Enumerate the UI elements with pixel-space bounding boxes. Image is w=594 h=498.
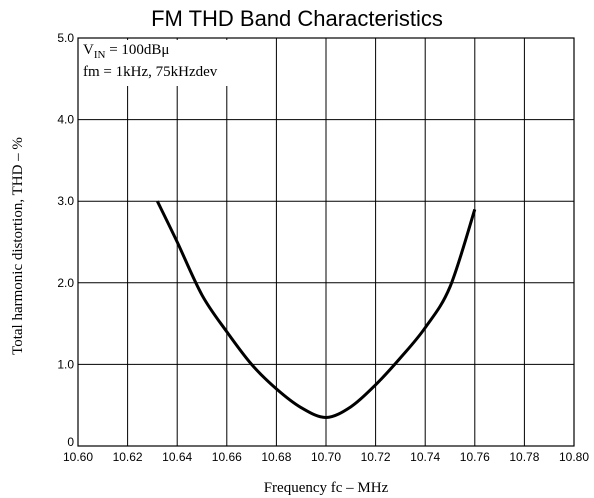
x-tick-label: 10.64 [162,450,192,464]
y-tick-label: 1.0 [57,357,74,371]
x-tick-label: 10.60 [63,450,93,464]
y-tick-label: 3.0 [57,194,74,208]
chart-title: FM THD Band Characteristics [151,6,443,31]
x-tick-label: 10.62 [113,450,143,464]
y-tick-label: 2.0 [57,276,74,290]
x-tick-label: 10.76 [460,450,490,464]
y-tick-label: 4.0 [57,113,74,127]
plot-frame [77,37,575,447]
thd-curve [156,200,477,419]
y-tick-label: 0 [67,435,74,449]
y-tick-label: 5.0 [57,31,74,45]
x-tick-label: 10.68 [261,450,291,464]
annotation-vin-subscript: IN [94,49,106,61]
annotation-background [80,40,230,86]
x-tick-label: 10.74 [410,450,440,464]
x-tick-label: 10.72 [361,450,391,464]
x-tick-label: 10.66 [212,450,242,464]
annotation-vin-value: = 100dBμ [105,42,169,58]
x-axis-label: Frequency fc – MHz [264,480,389,496]
annotation-fm: fm = 1kHz, 75kHzdev [83,64,218,80]
annotation-vin-symbol: V [83,42,94,58]
annotation-vin: VIN = 100dBμ [83,42,169,61]
x-tick-label: 10.80 [559,450,589,464]
x-tick-label: 10.78 [509,450,539,464]
x-tick-label: 10.70 [311,450,341,464]
y-axis-label: Total harmonic distortion, THD – % [10,137,26,355]
